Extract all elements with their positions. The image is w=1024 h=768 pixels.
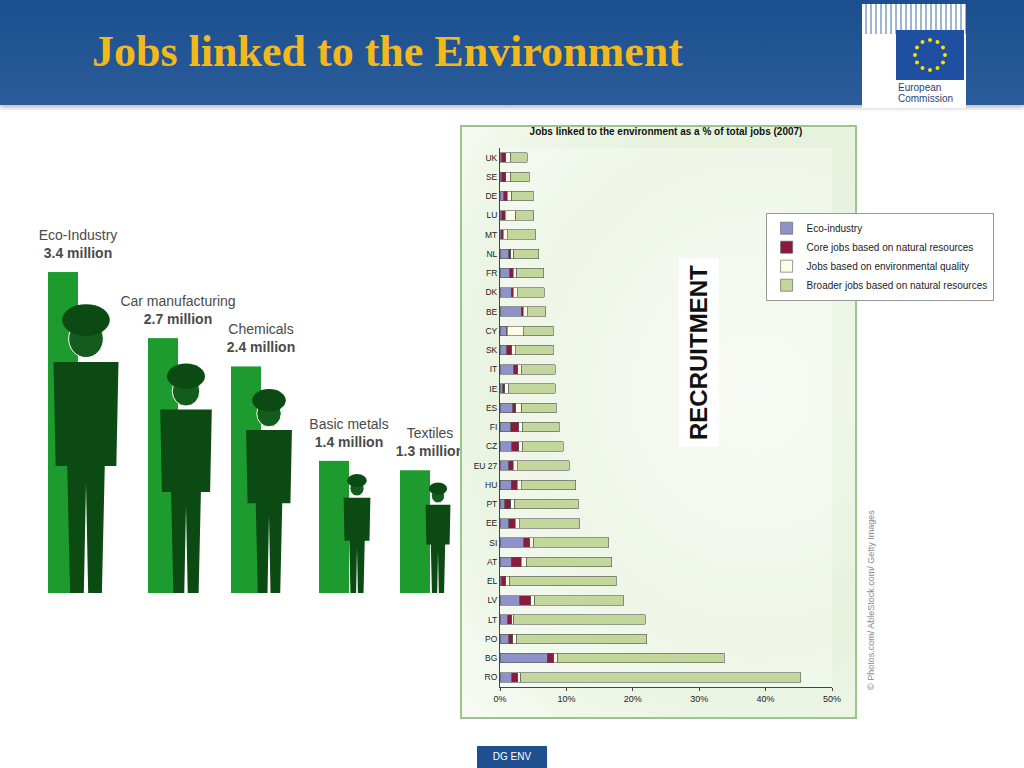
svg-text:1.3 million: 1.3 million [396, 443, 460, 459]
svg-text:Eco-Industry: Eco-Industry [39, 227, 118, 243]
svg-text:0%: 0% [493, 694, 506, 704]
html-text:Jobs linked to the Environment: Jobs linked to the Environment [92, 27, 683, 76]
svg-text:EU 27: EU 27 [474, 461, 498, 471]
svg-text:DE: DE [485, 191, 497, 201]
svg-text:BE: BE [486, 307, 498, 317]
svg-text:CZ: CZ [486, 441, 497, 451]
svg-text:LU: LU [486, 210, 497, 220]
svg-text:NL: NL [486, 249, 497, 259]
svg-text:3.4 million: 3.4 million [44, 245, 112, 261]
svg-text:SE: SE [486, 172, 498, 182]
svg-text:Car manufacturing: Car manufacturing [120, 293, 235, 309]
svg-text:Jobs based on environmental qu: Jobs based on environmental quality [807, 261, 969, 272]
svg-text:EL: EL [487, 576, 498, 586]
html-text:European Commission: European Commission [898, 82, 953, 104]
svg-text:20%: 20% [624, 694, 642, 704]
svg-text:30%: 30% [690, 694, 708, 704]
html-text:DG ENV: DG ENV [492, 751, 532, 762]
svg-text:SI: SI [489, 538, 497, 548]
svg-text:IE: IE [489, 384, 497, 394]
svg-text:BG: BG [485, 653, 497, 663]
svg-text:Chemicals: Chemicals [228, 321, 293, 337]
svg-text:EE: EE [486, 518, 498, 528]
svg-text:Broader jobs based on natural: Broader jobs based on natural resources [807, 280, 988, 291]
svg-text:DK: DK [485, 287, 497, 297]
svg-text:Core jobs based on natural res: Core jobs based on natural resources [807, 242, 974, 253]
svg-text:10%: 10% [557, 694, 575, 704]
svg-text:1.4 million: 1.4 million [315, 434, 383, 450]
svg-text:2.7 million: 2.7 million [144, 311, 212, 327]
svg-text:Textiles: Textiles [407, 425, 454, 441]
svg-text:Basic metals: Basic metals [309, 416, 388, 432]
svg-text:RECRUITMENT: RECRUITMENT [685, 265, 712, 440]
svg-text:LV: LV [488, 595, 498, 605]
svg-text:2.4 million: 2.4 million [227, 339, 295, 355]
svg-text:HU: HU [485, 480, 497, 490]
svg-text:SK: SK [486, 345, 498, 355]
svg-text:40%: 40% [757, 694, 775, 704]
svg-text:Jobs linked to the environment: Jobs linked to the environment as a % of… [530, 126, 803, 137]
svg-text:AT: AT [487, 557, 497, 567]
svg-text:UK: UK [485, 153, 497, 163]
html-text:© Photos.com/ AbleStock.com/ G: © Photos.com/ AbleStock.com/ Getty Image… [866, 510, 876, 690]
svg-text:PT: PT [486, 499, 497, 509]
svg-text:ES: ES [486, 403, 498, 413]
svg-text:LT: LT [488, 615, 497, 625]
svg-text:PO: PO [485, 634, 498, 644]
svg-text:Eco-industry: Eco-industry [807, 223, 863, 234]
svg-text:FI: FI [490, 422, 498, 432]
svg-text:FR: FR [486, 268, 497, 278]
svg-text:CY: CY [485, 326, 497, 336]
svg-text:RO: RO [485, 672, 498, 682]
svg-text:50%: 50% [823, 694, 841, 704]
svg-text:IT: IT [490, 364, 498, 374]
svg-text:MT: MT [485, 230, 497, 240]
